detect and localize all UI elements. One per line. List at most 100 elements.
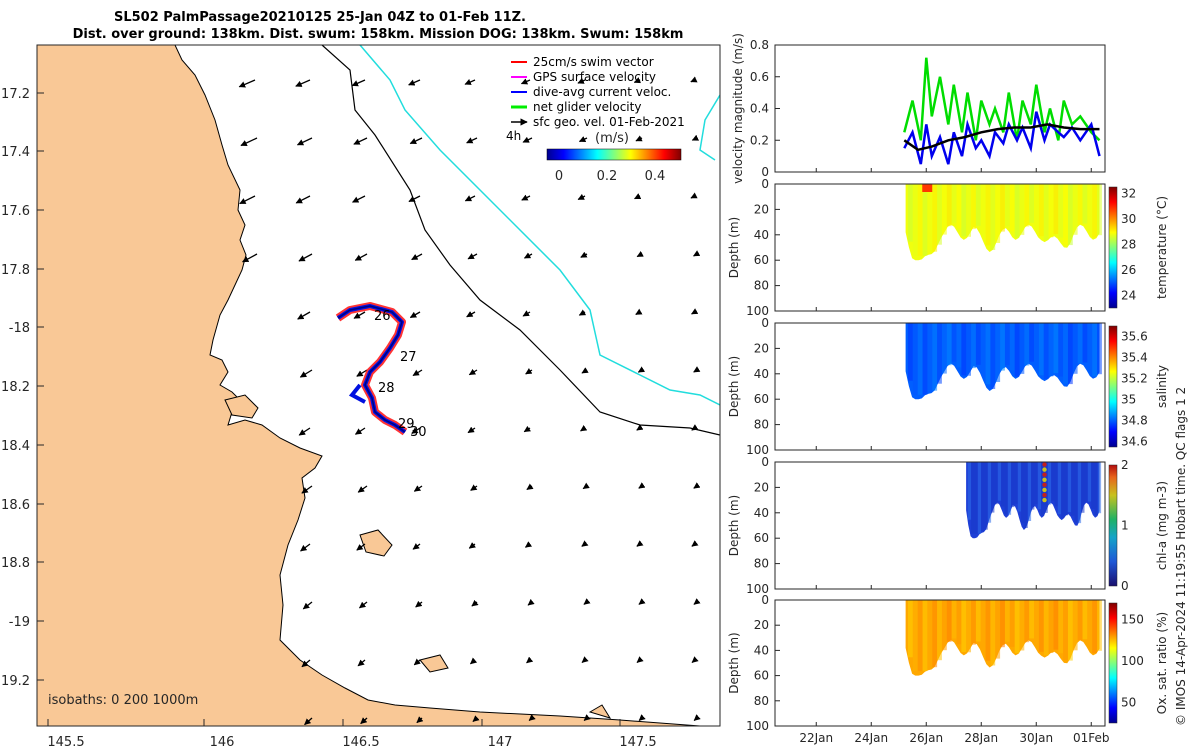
profile-streak: [1038, 184, 1044, 237]
profile-streak: [1061, 462, 1065, 519]
map-ytick-label: 18.4: [1, 439, 30, 454]
profile-streak: [1074, 462, 1078, 523]
profile-streak: [1044, 462, 1048, 513]
velocity-arrow: [295, 79, 311, 87]
velocity-arrow: [467, 253, 478, 260]
track-day-label: 30: [410, 425, 427, 440]
series-line: [903, 57, 1101, 142]
profile-streak: [1005, 600, 1010, 642]
velocity-arrow: [354, 253, 368, 261]
profile-streak: [980, 323, 986, 373]
time-label: 26Jan: [909, 731, 943, 745]
velocity-arrow: [577, 193, 586, 200]
chl-point: [1042, 462, 1047, 467]
velocity-arrow: [691, 424, 699, 431]
panel-0: 0 0.2 0.4 0.6 0.8 velocity magnitude (m/s): [731, 33, 1106, 184]
ytick-label: 0.8: [750, 38, 769, 52]
velocity-arrow: [356, 543, 366, 551]
chl-point: [1042, 467, 1047, 472]
profile-streak: [1097, 600, 1102, 651]
velocity-arrow: [301, 659, 311, 668]
profile-streak: [975, 600, 981, 642]
track-day-label: 28: [378, 381, 395, 396]
ytick-label: 40: [754, 228, 769, 242]
profile-streak: [1027, 462, 1032, 521]
velocity-arrow: [691, 540, 699, 547]
isobath-1000-b: [699, 94, 720, 161]
velocity-arrow: [583, 598, 591, 605]
colorbar-tick: 30: [1121, 212, 1136, 226]
ytick-label: 0: [761, 316, 769, 330]
profile-streak: [951, 323, 957, 362]
profile-streak: [1014, 323, 1020, 377]
profile-streak: [971, 600, 976, 645]
velocity-arrow: [527, 598, 535, 606]
map-ytick-label: 17.2: [1, 87, 30, 102]
profile-streak: [961, 323, 967, 376]
profile-streak: [1034, 462, 1038, 505]
profile-streak: [946, 184, 952, 227]
profile-streak: [912, 600, 918, 672]
ytick-label: 20: [754, 341, 769, 355]
velocity-arrow: [693, 250, 701, 257]
profile-streak: [1037, 462, 1042, 510]
profile-streak: [1048, 323, 1054, 377]
panel-ylabel: Depth (m): [727, 495, 741, 556]
velocity-arrow: [408, 195, 421, 203]
profile-streak: [1009, 323, 1015, 371]
profile-streak: [1014, 184, 1020, 238]
profile-streak: [1029, 600, 1034, 639]
profile-streak: [975, 323, 981, 365]
colorbar: [1108, 325, 1118, 448]
profile-streak: [1034, 600, 1039, 644]
profile-streak: [1077, 184, 1083, 225]
panel-ylabel: Depth (m): [727, 217, 741, 278]
profile-streak: [1077, 600, 1083, 641]
profile-streak: [1047, 462, 1052, 505]
profile-streak: [932, 184, 938, 252]
panel-2: 0 20 40 60 80 100 34.6 34.8 35 35.2 35.4 35.6 salini…: [727, 316, 1169, 457]
velocity-arrow: [468, 368, 478, 376]
profile-streak: [966, 323, 971, 376]
profile-streak: [971, 184, 976, 230]
velocity-arrow: [239, 195, 256, 205]
profile-streak: [946, 600, 952, 642]
colorbar-tick: 26: [1121, 263, 1136, 277]
profile-streak: [956, 184, 962, 229]
profile-streak: [912, 323, 918, 395]
colorbar-tick: 0: [555, 169, 563, 184]
profile-streak: [990, 323, 996, 389]
profile-streak: [1097, 462, 1102, 514]
ytick-label: 80: [754, 418, 769, 432]
profile-streak: [922, 184, 928, 256]
panel-ylabel: velocity magnitude (m/s): [731, 33, 745, 184]
velocity-arrow: [691, 134, 700, 141]
profile-streak: [1071, 462, 1075, 516]
velocity-arrow: [360, 717, 368, 725]
profile-streak: [1019, 323, 1025, 374]
map-panel: 26 27 28 29 30 25cm/s swim vector GPS su…: [1, 44, 721, 750]
velocity-arrow: [690, 76, 698, 83]
profile-streak: [1082, 323, 1088, 363]
velocity-arrow: [357, 485, 368, 493]
profile-streak: [1058, 600, 1064, 654]
ytick-label: 20: [754, 202, 769, 216]
colorbar-title: (m/s): [595, 131, 629, 146]
map-xtick-label: 146: [210, 735, 235, 750]
profile-streak: [966, 184, 971, 237]
track-loop: [348, 383, 366, 404]
ytick-label: 0: [761, 165, 769, 179]
colorbar: [1108, 186, 1118, 309]
island-small: [588, 704, 612, 719]
isobath-1000: [359, 45, 720, 406]
velocity-arrow: [693, 482, 701, 489]
profile-streak: [980, 600, 986, 650]
profile-streak: [1068, 323, 1073, 385]
legend-net: net glider velocity: [533, 100, 641, 114]
velocity-arrow: [411, 427, 421, 434]
profile-streak: [908, 600, 913, 658]
land-coastline: [37, 45, 701, 726]
velocity-arrow: [301, 485, 313, 494]
profile-streak: [1053, 184, 1059, 235]
